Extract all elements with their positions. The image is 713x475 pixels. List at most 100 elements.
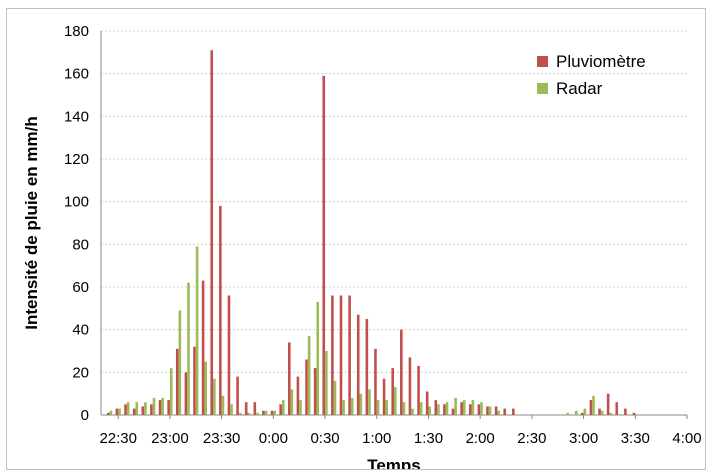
bar-radar: [445, 402, 449, 415]
bar-radar: [178, 310, 182, 415]
bar-pluviometre: [158, 400, 162, 415]
bar-pluviometre: [451, 408, 455, 415]
bar-radar: [333, 380, 337, 415]
bar-radar: [497, 410, 501, 415]
bar-pluviometre: [356, 314, 360, 415]
legend: Pluviomètre Radar: [537, 52, 646, 98]
bar-pluviometre: [512, 408, 515, 415]
bar-pluviometre: [408, 357, 412, 415]
gridlines: [101, 30, 687, 373]
bar-pluviometre: [253, 402, 257, 415]
bar-radar: [169, 368, 173, 415]
bar-pluviometre: [296, 376, 300, 415]
bar-radar: [230, 404, 233, 415]
bar-pluviometre: [287, 342, 291, 415]
bar-pluviometre: [606, 393, 610, 415]
bar-pluviometre: [382, 378, 386, 415]
bar-radar: [359, 393, 363, 415]
bar-pluviometre: [624, 408, 627, 415]
bar-pluviometre: [331, 295, 334, 415]
bar-radar: [350, 397, 354, 415]
bar-pluviometre: [193, 346, 196, 415]
bar-pluviometre: [236, 376, 239, 415]
bar-radar: [368, 389, 371, 415]
y-tick-label: 120: [64, 151, 89, 168]
bar-pluviometre: [141, 406, 145, 415]
bar-pluviometre: [270, 410, 274, 415]
bar-radar: [299, 400, 302, 415]
y-tick-label: 80: [72, 236, 89, 253]
bar-radar: [247, 412, 251, 415]
bar-pluviometre: [262, 410, 265, 415]
bar-pluviometre: [175, 348, 179, 415]
bar-pluviometre: [391, 368, 394, 415]
x-tick-label: 3:00: [569, 430, 598, 447]
x-tick-label: 1:30: [414, 430, 443, 447]
bar-radar: [187, 282, 190, 415]
bar-pluviometre: [322, 75, 326, 416]
bar-radar: [213, 378, 216, 415]
bar-radar: [592, 395, 595, 415]
bar-radar: [394, 387, 397, 415]
bar-radar: [290, 389, 294, 415]
legend-label: Pluviomètre: [556, 52, 646, 71]
bar-radar: [195, 246, 199, 415]
y-tick-label: 160: [64, 66, 89, 83]
bar-pluviometre: [227, 295, 231, 415]
chart-frame: 0 20 40 60 80 100 120 140 160 180 22:30 23:00 23:30 0…: [6, 8, 706, 475]
bar-pluviometre: [107, 412, 110, 415]
x-tick-label: 23:30: [203, 430, 241, 447]
bar-radar: [600, 410, 604, 415]
bar-pluviometre: [589, 400, 593, 415]
y-tick-label: 40: [72, 322, 89, 339]
bar-radar: [437, 404, 440, 415]
y-tick-label: 60: [72, 279, 89, 296]
bar-pluviometre: [365, 319, 369, 415]
x-tick-label: 3:30: [621, 430, 650, 447]
bar-pluviometre: [486, 406, 489, 415]
bar-pluviometre: [132, 408, 136, 415]
bar-pluviometre: [348, 295, 351, 415]
bar-pluviometre: [460, 402, 463, 415]
x-tick-label: 22:30: [99, 430, 137, 447]
bar-pluviometre: [425, 391, 429, 415]
bar-radar: [411, 408, 414, 415]
bar-pluviometre: [400, 329, 403, 415]
bar-radar: [419, 402, 423, 415]
x-tick-label: 2:00: [466, 430, 495, 447]
bar-pluviometre: [150, 404, 153, 415]
bar-radar: [402, 402, 406, 415]
y-tick-label: 140: [64, 108, 89, 125]
bar-pluviometre: [339, 295, 343, 415]
bar-radar: [609, 412, 613, 415]
bar-radar: [307, 336, 311, 415]
bar-pluviometre: [219, 205, 222, 415]
bar-radar: [273, 410, 276, 415]
bar-pluviometre: [244, 402, 248, 415]
y-tick-label: 20: [72, 364, 89, 381]
bar-pluviometre: [124, 404, 127, 415]
legend-swatch: [537, 83, 548, 94]
bar-radar: [204, 361, 208, 415]
bar-pluviometre: [477, 404, 481, 415]
bar-radar: [454, 397, 457, 415]
bar-pluviometre: [115, 408, 119, 415]
bar-pluviometre: [434, 400, 438, 415]
bar-radar: [428, 406, 432, 415]
bar-radar: [471, 400, 475, 415]
bar-radar: [126, 402, 130, 415]
bar-pluviometre: [167, 400, 170, 415]
x-tick-label: 1:00: [362, 430, 391, 447]
bar-radar: [583, 408, 587, 415]
y-tick-label: 180: [64, 23, 89, 40]
bar-pluviometre: [494, 406, 498, 415]
legend-swatch: [537, 56, 548, 67]
bar-pluviometre: [468, 404, 472, 415]
legend-label: Radar: [556, 79, 603, 98]
bar-radar: [316, 301, 320, 415]
bar-radar: [118, 408, 121, 415]
bar-pluviometre: [443, 404, 446, 415]
bar-radar: [325, 351, 328, 415]
bar-radar: [109, 410, 113, 415]
bar-radar: [376, 400, 380, 415]
